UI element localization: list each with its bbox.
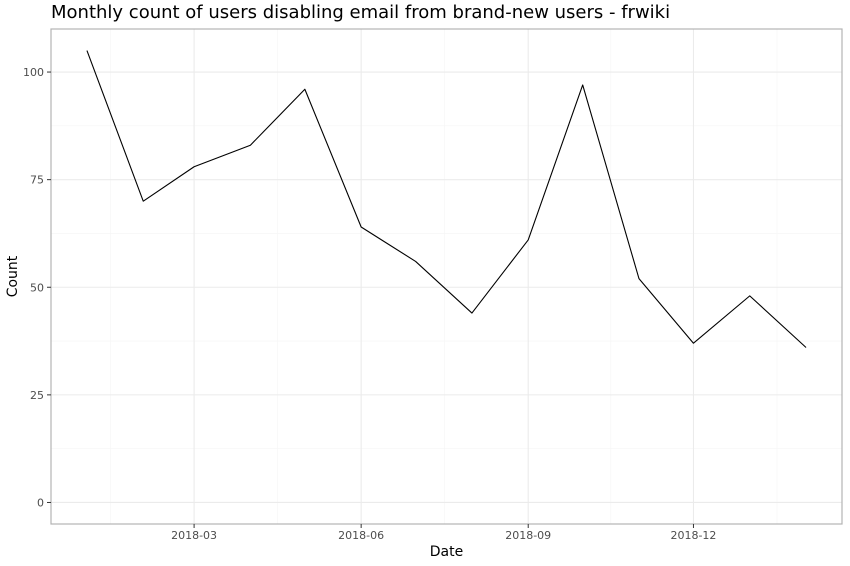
x-axis-title: Date <box>430 544 463 560</box>
y-tick-label: 75 <box>30 174 44 187</box>
y-axis-ticks: 0 25 50 75 100 <box>23 66 51 509</box>
x-tick-label: 2018-12 <box>670 529 716 542</box>
series-layer <box>86 50 807 348</box>
chart-title: Monthly count of users disabling email f… <box>51 2 671 23</box>
series-line <box>86 50 807 348</box>
y-tick-label: 0 <box>37 496 44 509</box>
y-axis-title: Count <box>5 255 21 297</box>
y-tick-label: 50 <box>30 281 44 294</box>
major-gridlines <box>51 29 842 524</box>
minor-gridlines <box>51 29 842 524</box>
x-tick-label: 2018-09 <box>505 529 551 542</box>
panel-border <box>50 28 843 525</box>
y-tick-label: 100 <box>23 66 44 79</box>
y-tick-label: 25 <box>30 389 44 402</box>
x-tick-label: 2018-03 <box>171 529 217 542</box>
x-axis-ticks: 2018-03 2018-06 2018-09 2018-12 <box>171 524 716 542</box>
x-tick-label: 2018-06 <box>338 529 384 542</box>
